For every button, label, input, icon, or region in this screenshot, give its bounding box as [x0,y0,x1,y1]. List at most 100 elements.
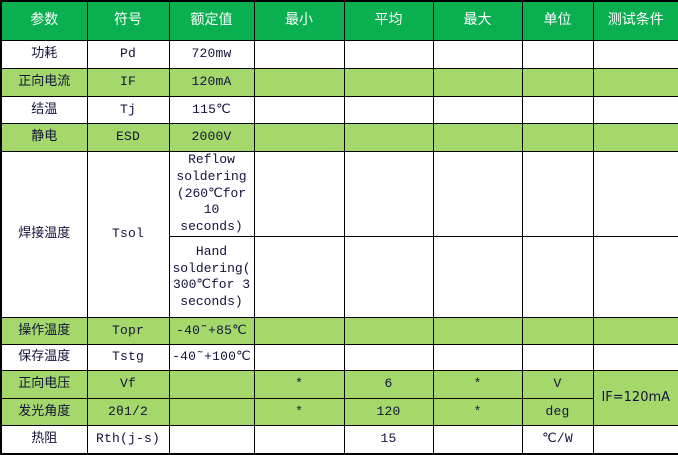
cell-test-condition [592,95,678,125]
cell-symbol: Tstg [86,343,170,372]
cell-parameter: 热阻 [0,425,88,455]
cell-typical: 6 [343,370,434,399]
cell-min [253,39,345,70]
cell-parameter: 发光角度 [0,397,88,427]
cell-symbol: 2θ1/2 [86,397,170,427]
cell-typical [343,317,434,345]
cell-max: * [432,370,523,399]
cell-unit: deg [521,397,594,427]
cell-parameter: 结温 [0,95,88,125]
cell-test-condition [592,68,678,97]
cell-min [253,317,345,345]
column-header-symbol: 符号 [86,0,170,41]
cell-min [253,236,345,319]
column-header-max: 最大 [432,0,523,41]
cell-symbol: Topr [86,317,170,345]
cell-max [432,95,523,125]
cell-test-condition [592,343,678,372]
cell-max [432,317,523,345]
cell-typical [343,123,434,152]
cell-unit [521,95,594,125]
cell-max [432,68,523,97]
cell-test-condition [592,425,678,455]
cell-symbol: Vf [86,370,170,399]
table-header-row: 参数 符号 额定值 最小 平均 最大 单位 测试条件 [0,0,678,41]
column-header-unit: 单位 [521,0,594,41]
cell-rated-value [168,397,255,427]
cell-min [253,123,345,152]
cell-max [432,425,523,455]
cell-parameter: 功耗 [0,39,88,70]
cell-max [432,236,523,319]
cell-rated-value: 120mA [168,68,255,97]
cell-rated-value: Reflow soldering (260℃for 10 seconds) [168,150,255,238]
cell-min: * [253,397,345,427]
cell-parameter: 正向电流 [0,68,88,97]
cell-parameter: 静电 [0,123,88,152]
cell-symbol: Tsol [86,150,170,319]
cell-typical [343,95,434,125]
cell-test-condition [592,123,678,152]
column-header-typical: 平均 [343,0,434,41]
cell-min: * [253,370,345,399]
cell-min [253,95,345,125]
cell-max [432,150,523,238]
cell-unit [521,317,594,345]
table-row: 正向电流 IF 120mA [0,68,678,97]
table-row: Hand soldering(300℃for 3 seconds) [1,236,678,319]
cell-max: * [432,397,523,427]
cell-unit [521,236,594,319]
cell-min [253,425,345,455]
cell-max [432,39,523,70]
cell-typical: 120 [343,397,434,427]
cell-unit [521,343,594,372]
cell-rated-value: 2000V [168,123,255,152]
cell-min [253,343,345,372]
cell-typical [343,68,434,97]
cell-symbol: IF [86,68,170,97]
cell-symbol: Pd [86,39,170,70]
cell-test-condition [592,150,678,238]
cell-test-condition [592,39,678,70]
table-row: 结温 Tj 115℃ [0,95,678,125]
table-row: 静电 ESD 2000V [0,123,678,152]
cell-symbol: ESD [86,123,170,152]
column-header-test-condition: 测试条件 [592,0,678,41]
cell-unit [521,68,594,97]
cell-rated-value [168,425,255,455]
cell-unit [521,123,594,152]
cell-rated-value: Hand soldering(300℃for 3 seconds) [168,236,255,319]
cell-parameter: 正向电压 [0,370,88,399]
cell-typical [343,39,434,70]
table-row: 功耗 Pd 720mw [0,39,678,70]
cell-test-condition [592,317,678,345]
cell-rated-value: -40˜+85℃ [168,317,255,345]
cell-symbol: Tj [86,95,170,125]
cell-test-condition [592,236,678,319]
cell-min [253,150,345,238]
column-header-min: 最小 [253,0,345,41]
table-row: 正向电压 Vf * 6 * V IF=120mA [0,370,678,427]
table-row: 焊接温度 Tsol Reflow soldering (260℃for 10 s… [0,150,678,319]
cell-unit: ℃/W [521,425,594,455]
cell-rated-value [168,370,255,399]
cell-typical [343,343,434,372]
cell-parameter: 焊接温度 [0,150,88,319]
table-row: 热阻 Rth(j-s) 15 ℃/W [0,425,678,455]
cell-unit [521,39,594,70]
table-row: 发光角度 2θ1/2 * 120 * deg [0,397,678,427]
cell-max [432,343,523,372]
column-header-parameter: 参数 [0,0,88,41]
cell-rated-value: -40˜+100℃ [168,343,255,372]
cell-parameter: 操作温度 [0,317,88,345]
cell-max [432,123,523,152]
table-row: 操作温度 Topr -40˜+85℃ [0,317,678,345]
table-row: 保存温度 Tstg -40˜+100℃ [0,343,678,372]
cell-rated-value: 720mw [168,39,255,70]
cell-typical: 15 [343,425,434,455]
cell-symbol: Rth(j-s) [86,425,170,455]
cell-parameter: 保存温度 [0,343,88,372]
cell-min [253,68,345,97]
column-header-rated-value: 额定值 [168,0,255,41]
